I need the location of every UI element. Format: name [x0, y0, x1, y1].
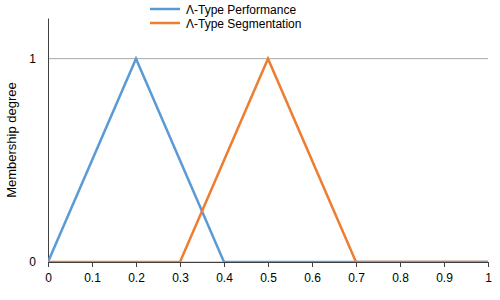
- y-axis-title: Membership degree: [4, 82, 19, 198]
- x-tick: 0.2: [128, 262, 145, 285]
- legend-label: Λ-Type Performance: [186, 3, 296, 17]
- x-tick: 0.4: [216, 262, 233, 285]
- x-tick: 0.8: [392, 262, 409, 285]
- legend-item: Λ-Type Segmentation: [150, 17, 301, 31]
- legend-swatch: [150, 22, 180, 25]
- x-tick: 0.3: [172, 262, 189, 285]
- x-tick-mark: [488, 262, 489, 267]
- x-tick-label: 0.1: [84, 271, 101, 285]
- y-axis-line: [48, 19, 49, 263]
- x-tick-mark: [224, 262, 225, 267]
- x-axis: 0 0.1 0.2 0.3 0.4 0.5 0.6 0.7 0.8 0.9 1: [45, 262, 492, 285]
- grid: [48, 59, 488, 262]
- x-tick-label: 0.4: [216, 271, 233, 285]
- x-tick: 0.6: [304, 262, 321, 285]
- y-tick: 0: [29, 255, 48, 269]
- x-tick-label: 0.5: [260, 271, 277, 285]
- y-tick-label: 1: [29, 52, 36, 66]
- x-tick-label: 0.6: [304, 271, 321, 285]
- x-tick-label: 0: [45, 271, 52, 285]
- x-tick-mark: [48, 262, 49, 267]
- x-tick-mark: [356, 262, 357, 267]
- x-tick-label: 0.7: [348, 271, 365, 285]
- x-tick-mark: [268, 262, 269, 267]
- plot-area: [48, 59, 488, 262]
- x-tick: 0: [45, 262, 52, 285]
- y-tick-label: 0: [29, 255, 36, 269]
- x-tick: 0.7: [348, 262, 365, 285]
- chart: 00.10.20.30.40.50.60.70.80.9101Membershi…: [0, 0, 500, 300]
- x-tick: 0.9: [436, 262, 453, 285]
- x-tick-mark: [400, 262, 401, 267]
- x-tick-mark: [92, 262, 93, 267]
- x-tick: 1: [485, 262, 492, 285]
- x-axis-line: [49, 263, 489, 268]
- legend: Λ-Type PerformanceΛ-Type Segmentation: [150, 3, 301, 31]
- x-tick-mark: [444, 262, 445, 267]
- x-tick-label: 0.2: [128, 271, 145, 285]
- x-tick: 0.1: [84, 262, 101, 285]
- y-axis: 01: [29, 19, 48, 270]
- x-tick-label: 0.3: [172, 271, 189, 285]
- x-tick-mark: [136, 262, 137, 267]
- legend-swatch: [150, 8, 180, 11]
- legend-label: Λ-Type Segmentation: [186, 17, 301, 31]
- series-line: [48, 59, 488, 262]
- x-tick-mark: [312, 262, 313, 267]
- x-tick: 0.5: [260, 262, 277, 285]
- x-tick-mark: [180, 262, 181, 267]
- x-tick-label: 0.8: [392, 271, 409, 285]
- series-line: [48, 59, 488, 262]
- x-tick-label: 1: [485, 271, 492, 285]
- y-tick: 1: [29, 52, 48, 66]
- x-tick-label: 0.9: [436, 271, 453, 285]
- legend-item: Λ-Type Performance: [150, 3, 296, 17]
